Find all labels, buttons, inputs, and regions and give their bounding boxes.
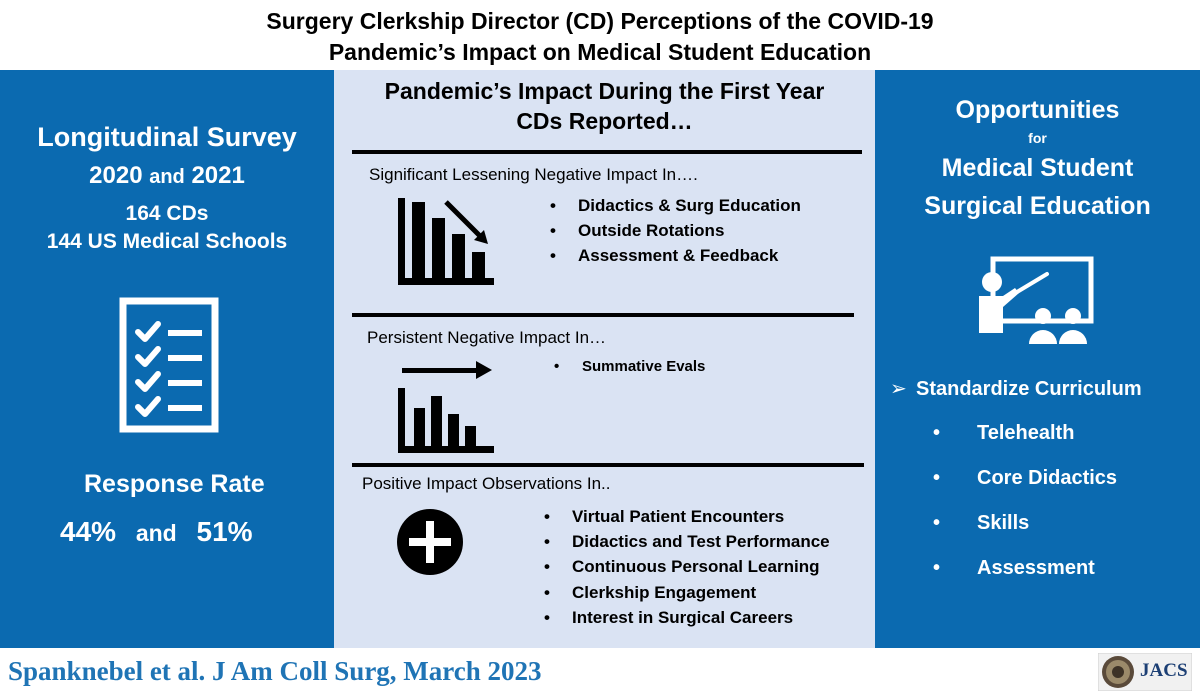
citation: Spanknebel et al. J Am Coll Surg, March …: [8, 656, 542, 686]
rate-2020: 44%: [60, 516, 117, 547]
teacher-presentation-icon: [979, 256, 1094, 344]
jacs-logo-seal-icon: [1098, 653, 1192, 691]
survey-years: 2020 and 2021: [0, 162, 334, 190]
middle-title-line-2: CDs Reported…: [516, 108, 693, 134]
year-2020: 2020: [89, 162, 143, 189]
section-3-item-3: • Continuous Personal Learning: [544, 557, 820, 576]
rate-2021: 51%: [196, 516, 253, 547]
school-count: 144 US Medical Schools: [46, 230, 288, 253]
section-3-item-2: • Didactics and Test Performance: [544, 532, 830, 551]
title-line-1: Surgery Clerkship Director (CD) Percepti…: [266, 8, 934, 34]
right-item-4: • Assessment: [933, 557, 1095, 579]
section-1-item-3: • Assessment & Feedback: [550, 246, 779, 265]
middle-title-line-1: Pandemic’s Impact During the First Year: [384, 78, 825, 104]
footer: Spanknebel et al. J Am Coll Surg, March …: [0, 648, 1200, 694]
divider: [352, 463, 864, 467]
right-title-line-4: Surgical Education: [924, 192, 1151, 220]
infographic-header: Surgery Clerkship Director (CD) Percepti…: [0, 0, 1200, 70]
checklist-icon: [119, 297, 219, 433]
arrow-bullet-icon: ➢: [890, 378, 907, 400]
middle-panel: Pandemic’s Impact During the First Year …: [334, 70, 875, 648]
response-rate-values: 44% and 51%: [60, 516, 253, 548]
plus-circle-icon: [397, 509, 463, 575]
survey-title: Longitudinal Survey: [37, 122, 297, 152]
section-3-heading: Positive Impact Observations In..: [362, 474, 611, 493]
section-2-heading: Persistent Negative Impact In…: [367, 328, 607, 347]
section-3-item-1: • Virtual Patient Encounters: [544, 507, 785, 526]
rate-and: and: [135, 520, 177, 546]
right-panel: Opportunities for Medical Student Surgic…: [875, 70, 1200, 648]
years-and: and: [149, 166, 185, 188]
year-2021: 2021: [191, 162, 245, 189]
standardize-curriculum-item: ➢ Standardize Curriculum: [890, 378, 1142, 400]
divider: [352, 150, 862, 154]
left-panel: Longitudinal Survey 2020 and 2021 164 CD…: [0, 70, 334, 648]
section-3-item-5: • Interest in Surgical Careers: [544, 608, 794, 627]
section-2-item-1: • Summative Evals: [554, 358, 706, 375]
section-3-item-4: • Clerkship Engagement: [544, 583, 757, 602]
right-title-line-1: Opportunities: [955, 96, 1120, 124]
divider: [352, 313, 854, 317]
decreasing-bar-chart-icon: [398, 198, 494, 285]
cd-count: 164 CDs: [125, 202, 209, 225]
right-item-2: • Core Didactics: [933, 467, 1118, 489]
section-1-heading: Significant Lessening Negative Impact In…: [369, 165, 698, 184]
right-item-3: • Skills: [933, 512, 1030, 534]
right-item-1: • Telehealth: [933, 422, 1075, 444]
right-title-line-2: for: [1028, 130, 1047, 146]
section-1-item-2: • Outside Rotations: [550, 221, 725, 240]
title-line-2: Pandemic’s Impact on Medical Student Edu…: [328, 39, 872, 65]
journal-name: JACS: [1140, 660, 1188, 681]
response-rate-label: Response Rate: [84, 470, 265, 498]
flat-bar-chart-icon: [398, 361, 494, 453]
right-title-line-3: Medical Student: [941, 154, 1134, 182]
section-1-item-1: • Didactics & Surg Education: [550, 196, 801, 215]
